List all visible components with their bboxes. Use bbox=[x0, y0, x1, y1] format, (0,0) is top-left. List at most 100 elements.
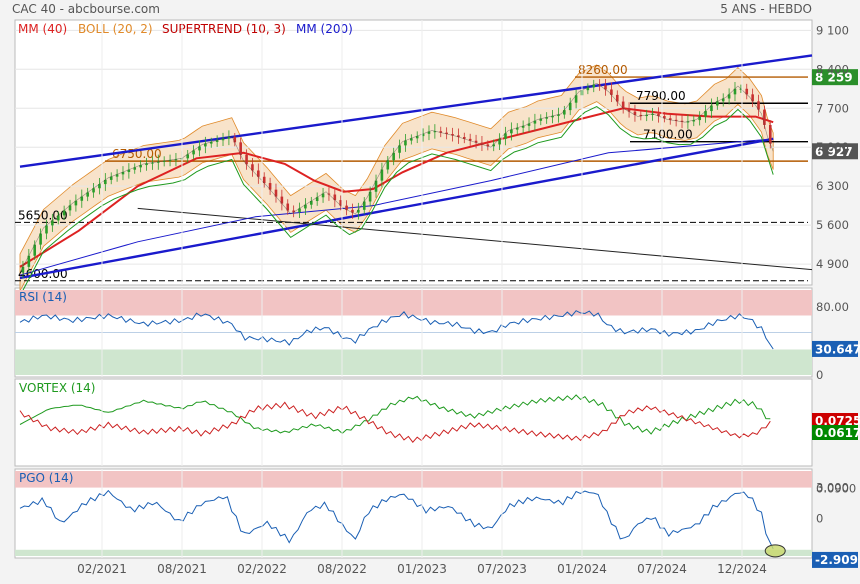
candle-body bbox=[321, 193, 325, 198]
candle-body bbox=[733, 88, 737, 95]
candle-body bbox=[751, 94, 754, 102]
level-label-3: 6750.00 bbox=[112, 147, 162, 161]
x-tick-label: 02/2021 bbox=[77, 562, 127, 576]
candle-body bbox=[457, 135, 460, 138]
bollinger-band bbox=[19, 64, 774, 291]
candle-body bbox=[515, 127, 519, 130]
candle-body bbox=[668, 118, 672, 120]
candle-body bbox=[657, 113, 660, 117]
candle-body bbox=[380, 169, 384, 181]
badge-bg-1 bbox=[812, 143, 858, 160]
vortex-badge-bg-1 bbox=[812, 425, 858, 440]
candle-body bbox=[192, 150, 195, 155]
pgo-y-tick-label: 0 bbox=[816, 512, 823, 526]
rsi-badge-bg bbox=[812, 340, 858, 357]
candle-body bbox=[545, 117, 548, 119]
pgo-badge-bg bbox=[812, 551, 858, 568]
candle-body bbox=[45, 225, 48, 234]
rsi-zone-0 bbox=[15, 290, 812, 316]
price-y-tick-label: 8 400 bbox=[816, 62, 849, 76]
price-y-tick-label: 9 100 bbox=[816, 23, 849, 37]
vortex-line-1 bbox=[19, 401, 771, 443]
candle-body bbox=[527, 123, 531, 126]
candle-body bbox=[156, 161, 160, 163]
candle-body bbox=[368, 191, 372, 202]
price-plot: 8260.007790.007100.006750.005650.004600.… bbox=[15, 29, 858, 297]
x-tick-label: 12/2024 bbox=[717, 562, 767, 576]
candle-body bbox=[716, 101, 719, 106]
candle-body bbox=[27, 255, 31, 267]
candle-body bbox=[674, 119, 678, 121]
x-tick-label: 07/2023 bbox=[477, 562, 527, 576]
x-tick-label: 01/2023 bbox=[397, 562, 447, 576]
badge-label-0: 8 259 bbox=[815, 71, 853, 85]
candle-body bbox=[33, 244, 37, 256]
candle-body bbox=[121, 172, 125, 175]
candle-body bbox=[251, 164, 254, 171]
candle-body bbox=[768, 124, 772, 144]
price-y-tick-label: 4 900 bbox=[816, 257, 849, 271]
candle-body bbox=[292, 210, 295, 213]
legend-entry-supertrend: SUPERTREND (10, 3) bbox=[162, 22, 286, 36]
ma200-line bbox=[19, 138, 774, 276]
pgo-line bbox=[19, 489, 774, 550]
pgo-pane-title: PGO (14) bbox=[19, 471, 73, 485]
rsi-y-tick-label: 80.00 bbox=[816, 300, 849, 314]
candle-body bbox=[115, 174, 119, 177]
candle-body bbox=[286, 203, 290, 211]
candle-body bbox=[21, 266, 25, 273]
support-line bbox=[137, 207, 813, 271]
axes-layer: 4 900 5 600 6 300 7 000 7 700 8 400 9 100 0 80.0… bbox=[77, 20, 856, 576]
vortex-badge-label-0: 0.0725 bbox=[815, 414, 860, 428]
candle-body bbox=[710, 105, 713, 112]
candle-body bbox=[627, 108, 631, 112]
legend-entry-ma200: MM (200) bbox=[296, 22, 353, 36]
candle-body bbox=[739, 88, 743, 90]
pgo-plot: -2.909 bbox=[15, 471, 858, 568]
candle-body bbox=[498, 138, 501, 145]
candle-body bbox=[645, 114, 649, 117]
candle-body bbox=[604, 85, 607, 90]
candle-body bbox=[486, 144, 490, 147]
candle-body bbox=[174, 159, 178, 161]
candle-body bbox=[651, 113, 654, 115]
candle-body bbox=[704, 111, 707, 117]
candle-body bbox=[309, 201, 313, 205]
vortex-badge-label-1: 0.0617 bbox=[815, 426, 860, 440]
candle-body bbox=[51, 220, 54, 226]
x-tick-label: 08/2021 bbox=[157, 562, 207, 576]
candle-body bbox=[304, 204, 307, 209]
candle-body bbox=[151, 162, 154, 164]
candle-body bbox=[274, 189, 278, 197]
candle-body bbox=[392, 152, 395, 161]
candle-body bbox=[439, 131, 443, 133]
vortex-pane bbox=[14, 378, 813, 467]
candle-body bbox=[262, 176, 266, 184]
candle-body bbox=[698, 116, 701, 121]
close-line bbox=[19, 82, 774, 273]
candle-body bbox=[86, 192, 89, 197]
candle-body bbox=[239, 142, 242, 155]
candle-body bbox=[445, 132, 448, 134]
x-tick-label: 02/2022 bbox=[237, 562, 287, 576]
candle-body bbox=[427, 131, 431, 134]
candle-body bbox=[410, 138, 413, 141]
candle-body bbox=[145, 163, 148, 166]
candle-body bbox=[198, 146, 201, 151]
candle-body bbox=[745, 88, 749, 95]
candle-body bbox=[633, 111, 637, 115]
candle-body bbox=[574, 95, 578, 103]
legend-entry-ma40: MM (40) bbox=[18, 22, 67, 36]
pgo-highlight-ellipse bbox=[764, 544, 786, 558]
candle-body bbox=[168, 160, 172, 162]
candle-body bbox=[686, 121, 690, 123]
candle-body bbox=[245, 154, 248, 165]
candle-body bbox=[139, 165, 142, 168]
level-label-1: 7790.00 bbox=[636, 89, 686, 103]
candle-body bbox=[233, 136, 237, 143]
candle-body bbox=[227, 136, 231, 139]
vortex-y-tick-label: 0.0900 bbox=[816, 482, 856, 496]
candle-body bbox=[510, 129, 513, 134]
candle-body bbox=[568, 102, 572, 111]
